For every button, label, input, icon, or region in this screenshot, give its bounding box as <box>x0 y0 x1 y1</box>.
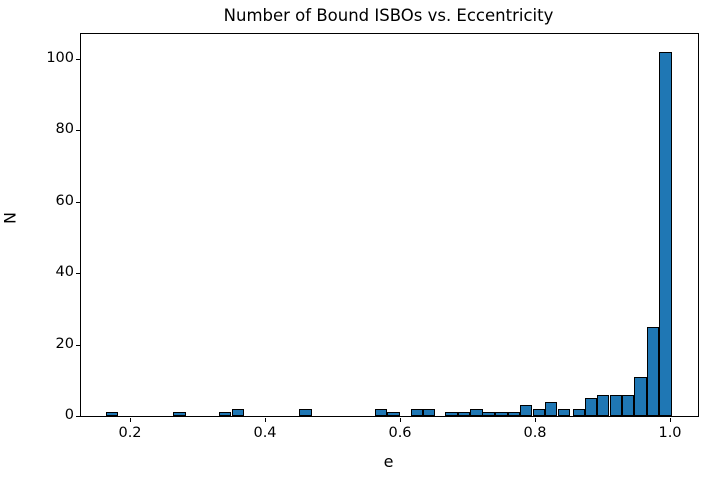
x-tick-label: 0.2 <box>118 425 142 441</box>
plot-area: 0.2 0.4 0.6 0.8 1.0 0 20 40 60 80 100 <box>46 33 699 441</box>
y-tick-label: 100 <box>46 50 74 66</box>
x-tick-label: 0.8 <box>523 425 547 441</box>
histogram-bar <box>231 408 245 416</box>
histogram-bar <box>422 408 436 416</box>
x-tick-mark <box>130 418 131 422</box>
y-tick-mark <box>76 130 80 132</box>
y-tick-label: 0 <box>64 407 74 423</box>
histogram-bar <box>458 412 471 416</box>
histogram-bar <box>572 408 586 416</box>
histogram-bar <box>557 408 571 416</box>
histogram-bar <box>622 394 635 416</box>
y-tick-mark <box>76 416 80 417</box>
histogram-bar <box>508 412 521 416</box>
histogram-bar <box>387 412 400 416</box>
histogram-bar <box>410 408 424 416</box>
x-tick-label: 0.4 <box>253 425 277 441</box>
histogram-bar <box>520 405 533 416</box>
y-tick-mark <box>76 59 80 60</box>
y-tick-mark <box>76 201 80 203</box>
histogram-bar <box>545 401 558 416</box>
x-axis-label: e <box>383 452 394 471</box>
y-tick-mark <box>76 344 80 346</box>
y-tick-label: 20 <box>55 335 74 352</box>
histogram-bar <box>584 398 598 416</box>
histogram-bar <box>173 412 186 416</box>
histogram-bar <box>219 412 232 416</box>
histogram-bar <box>597 394 610 416</box>
y-tick-label: 60 <box>55 192 74 209</box>
histogram-bar <box>470 408 483 416</box>
x-tick-label: 1.0 <box>658 425 682 441</box>
y-tick-label: 80 <box>55 121 74 138</box>
histogram-bar <box>647 326 660 416</box>
histogram-bar <box>375 408 388 416</box>
y-axis-label: N <box>0 212 20 224</box>
histogram-bar <box>495 412 508 416</box>
histogram-bar <box>482 412 495 416</box>
histogram-bars-layer <box>81 34 698 416</box>
y-tick-label: 40 <box>55 264 74 281</box>
x-tick-label: 0.6 <box>388 425 412 441</box>
histogram-bar <box>105 412 119 416</box>
histogram-bar <box>634 376 647 416</box>
x-tick-mark <box>400 418 401 422</box>
histogram-bar <box>445 412 458 416</box>
histogram-bar <box>533 408 546 416</box>
x-tick-mark <box>535 418 536 422</box>
histogram-bar <box>299 408 312 416</box>
x-tick-mark <box>265 418 266 422</box>
histogram-bar <box>609 394 623 416</box>
chart-title: Number of Bound ISBOs vs. Eccentricity <box>223 6 554 25</box>
y-tick-mark <box>76 273 80 275</box>
x-tick-mark <box>670 418 671 422</box>
histogram-bar <box>659 51 672 416</box>
